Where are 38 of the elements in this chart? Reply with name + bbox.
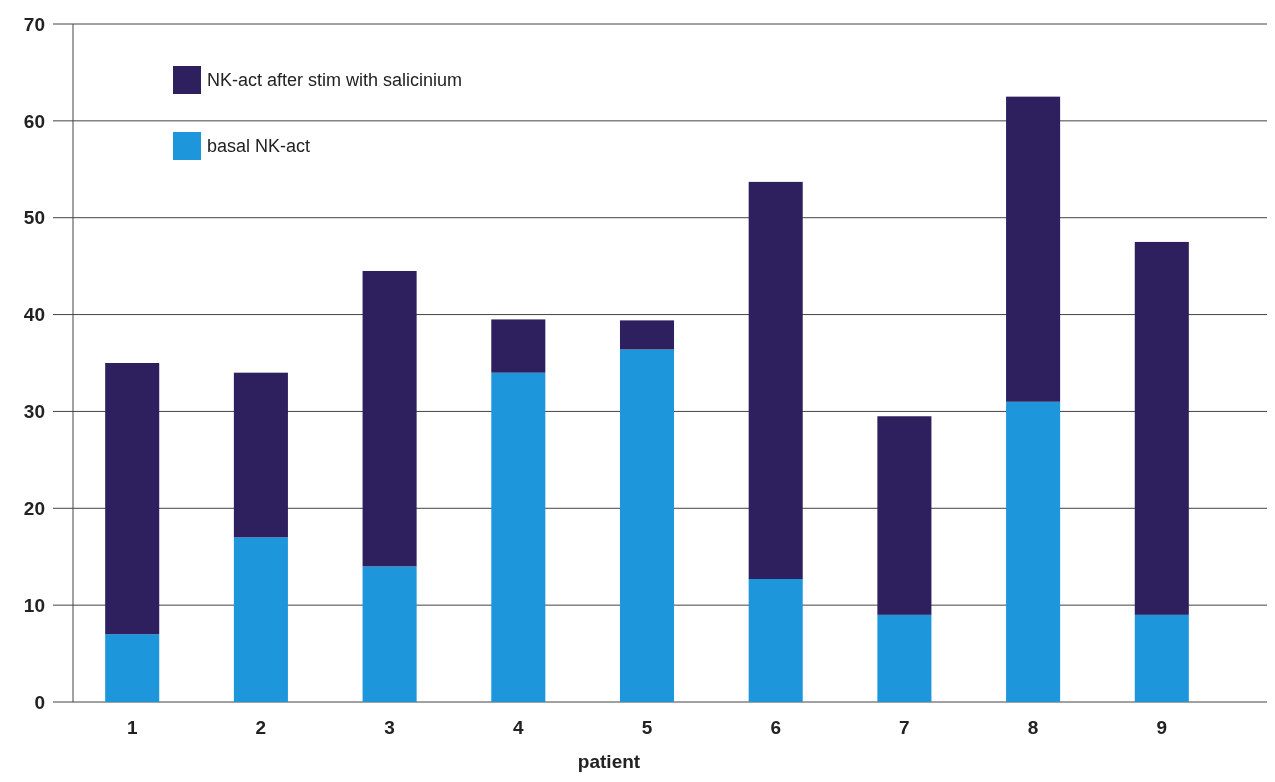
bar — [1134, 614, 1189, 702]
x-tick-label: 1 — [126, 717, 138, 738]
y-tick-label: 20 — [23, 497, 45, 519]
bar — [362, 566, 417, 702]
bar — [619, 320, 675, 350]
y-tick-label: 40 — [23, 304, 45, 326]
y-tick-label: 0 — [34, 691, 45, 713]
x-tick-label: 3 — [384, 717, 395, 738]
bar — [105, 634, 160, 702]
bar — [1006, 401, 1061, 702]
bar — [748, 578, 803, 702]
x-tick-label: 8 — [1027, 717, 1039, 738]
bar — [233, 537, 288, 702]
x-tick-label: 5 — [641, 717, 653, 738]
y-tick-label: 30 — [23, 401, 45, 423]
y-tick-label: 10 — [23, 594, 45, 616]
legend-label: NK-act after stim with salicinium — [207, 70, 463, 91]
bar — [877, 614, 932, 702]
y-tick-label: 50 — [23, 207, 45, 229]
bar — [491, 372, 546, 702]
bar — [1006, 96, 1061, 402]
x-tick-label: 7 — [899, 717, 910, 738]
y-tick-label: 70 — [23, 13, 45, 35]
bar — [105, 363, 160, 635]
bar — [877, 416, 932, 615]
x-tick-label: 2 — [255, 717, 267, 738]
bar — [1134, 241, 1189, 615]
x-axis-title: patient — [577, 751, 641, 772]
y-tick-label: 60 — [23, 110, 45, 132]
bar — [362, 270, 417, 567]
x-tick-label: 4 — [513, 717, 525, 738]
x-tick-label: 6 — [770, 717, 781, 738]
bar — [748, 181, 803, 579]
bar — [491, 319, 546, 373]
x-tick-label: 9 — [1156, 717, 1168, 738]
bar — [233, 372, 288, 538]
legend-label: basal NK-act — [207, 136, 311, 157]
bar — [619, 349, 675, 702]
